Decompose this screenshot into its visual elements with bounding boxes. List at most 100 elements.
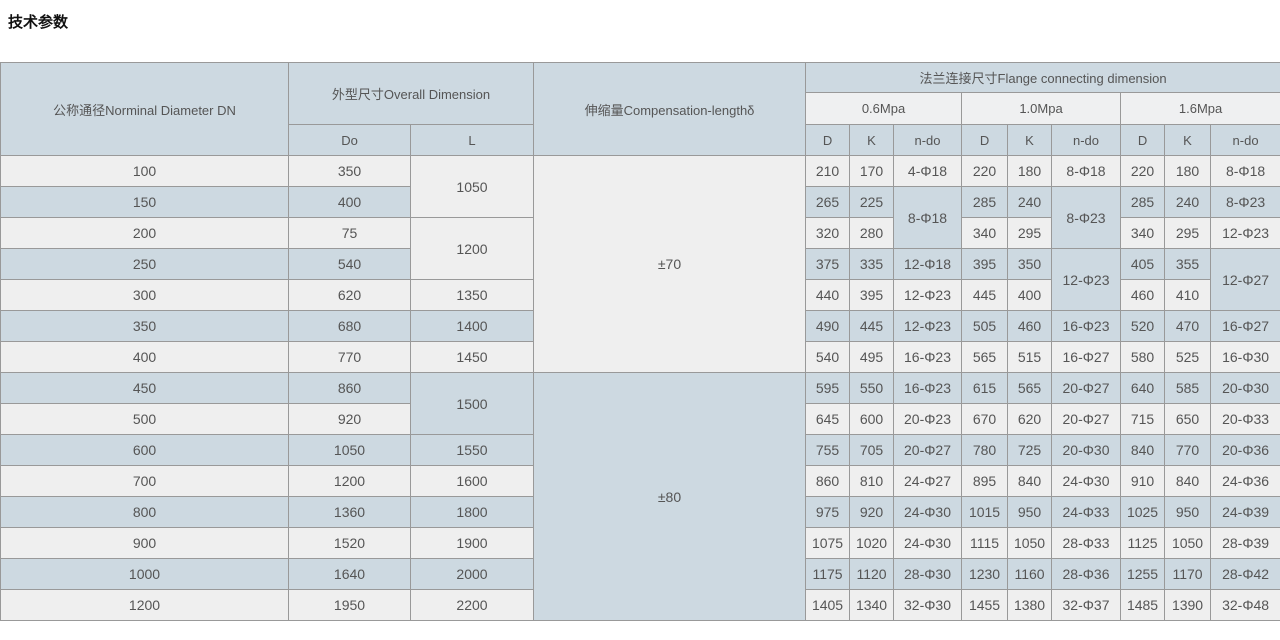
cell-ndo: 12-Φ23 bbox=[893, 279, 963, 311]
cell-ndo: 8-Φ18 bbox=[1051, 155, 1122, 187]
cell-l: 1400 bbox=[409, 310, 535, 342]
cell-k: 470 bbox=[1164, 310, 1212, 342]
cell-dn: 800 bbox=[0, 496, 289, 528]
cell-k: 1380 bbox=[1007, 589, 1053, 621]
table-row: 400 770 1450 540 495 16-Φ23 565 515 16-Φ… bbox=[0, 341, 1280, 373]
cell-k: 180 bbox=[1164, 155, 1212, 187]
cell-k: 240 bbox=[1164, 186, 1212, 218]
cell-d: 910 bbox=[1120, 465, 1166, 497]
cell-ndo: 24-Φ39 bbox=[1210, 496, 1280, 528]
cell-ndo: 12-Φ23 bbox=[1051, 248, 1122, 311]
cell-dn: 100 bbox=[0, 155, 289, 187]
header-ndo-16: n-do bbox=[1210, 124, 1280, 156]
table-row: 500 920 645 600 20-Φ23 670 620 20-Φ27 71… bbox=[0, 403, 1280, 435]
cell-ndo: 12-Φ18 bbox=[893, 248, 963, 280]
cell-ndo: 12-Φ23 bbox=[893, 310, 963, 342]
table-row: 1000 1640 2000 1175 1120 28-Φ30 1230 116… bbox=[0, 558, 1280, 590]
spec-table: 公称通径Norminal Diameter DN 外型尺寸Overall Dim… bbox=[0, 62, 1280, 621]
cell-k: 180 bbox=[1007, 155, 1053, 187]
cell-d: 780 bbox=[961, 434, 1009, 466]
cell-k: 170 bbox=[849, 155, 895, 187]
cell-d: 395 bbox=[961, 248, 1009, 280]
cell-d: 1230 bbox=[961, 558, 1009, 590]
cell-k: 725 bbox=[1007, 434, 1053, 466]
cell-ndo: 16-Φ27 bbox=[1051, 341, 1122, 373]
cell-k: 1050 bbox=[1164, 527, 1212, 559]
cell-d: 1125 bbox=[1120, 527, 1166, 559]
header-row-top: 公称通径Norminal Diameter DN 外型尺寸Overall Dim… bbox=[0, 62, 1280, 156]
cell-l: 1600 bbox=[409, 465, 535, 497]
cell-do: 680 bbox=[288, 310, 411, 342]
cell-do: 1950 bbox=[288, 589, 411, 621]
cell-d: 1115 bbox=[961, 527, 1009, 559]
cell-d: 220 bbox=[1120, 155, 1166, 187]
cell-l: 2200 bbox=[409, 589, 535, 621]
cell-l: 1200 bbox=[409, 217, 535, 280]
cell-d: 340 bbox=[961, 217, 1009, 249]
cell-ndo: 8-Φ23 bbox=[1210, 186, 1280, 218]
cell-d: 405 bbox=[1120, 248, 1166, 280]
cell-d: 265 bbox=[805, 186, 851, 218]
cell-compensation: ±70 bbox=[533, 155, 807, 373]
cell-d: 505 bbox=[961, 310, 1009, 342]
cell-ndo: 20-Φ30 bbox=[1210, 372, 1280, 404]
cell-d: 615 bbox=[961, 372, 1009, 404]
table-row: 300 620 1350 440 395 12-Φ23 445 400 460 … bbox=[0, 279, 1280, 311]
cell-k: 620 bbox=[1007, 403, 1053, 435]
cell-l: 1550 bbox=[409, 434, 535, 466]
cell-k: 1390 bbox=[1164, 589, 1212, 621]
cell-k: 225 bbox=[849, 186, 895, 218]
cell-k: 920 bbox=[849, 496, 895, 528]
header-compensation: 伸缩量Compensation-lengthδ bbox=[533, 62, 807, 156]
cell-dn: 500 bbox=[0, 403, 289, 435]
header-k-10: K bbox=[1007, 124, 1053, 156]
cell-ndo: 20-Φ30 bbox=[1051, 434, 1122, 466]
cell-k: 295 bbox=[1007, 217, 1053, 249]
cell-dn: 350 bbox=[0, 310, 289, 342]
cell-l: 1450 bbox=[409, 341, 535, 373]
cell-k: 705 bbox=[849, 434, 895, 466]
cell-l: 1800 bbox=[409, 496, 535, 528]
cell-dn: 400 bbox=[0, 341, 289, 373]
table-row: 350 680 1400 490 445 12-Φ23 505 460 16-Φ… bbox=[0, 310, 1280, 342]
cell-ndo: 8-Φ18 bbox=[1210, 155, 1280, 187]
header-ndo-06: n-do bbox=[893, 124, 963, 156]
cell-k: 565 bbox=[1007, 372, 1053, 404]
cell-ndo: 12-Φ23 bbox=[1210, 217, 1280, 249]
cell-ndo: 24-Φ30 bbox=[893, 527, 963, 559]
header-ndo-10: n-do bbox=[1051, 124, 1122, 156]
header-flange-dimension: 法兰连接尺寸Flange connecting dimension bbox=[805, 62, 1280, 93]
cell-ndo: 16-Φ30 bbox=[1210, 341, 1280, 373]
cell-ndo: 20-Φ27 bbox=[1051, 403, 1122, 435]
cell-dn: 1000 bbox=[0, 558, 289, 590]
cell-ndo: 8-Φ18 bbox=[893, 186, 963, 249]
cell-ndo: 4-Φ18 bbox=[893, 155, 963, 187]
cell-ndo: 8-Φ23 bbox=[1051, 186, 1122, 249]
header-06mpa: 0.6Mpa bbox=[805, 92, 963, 125]
cell-d: 285 bbox=[961, 186, 1009, 218]
cell-k: 950 bbox=[1164, 496, 1212, 528]
cell-d: 595 bbox=[805, 372, 851, 404]
header-do: Do bbox=[288, 124, 411, 156]
cell-k: 460 bbox=[1007, 310, 1053, 342]
cell-k: 770 bbox=[1164, 434, 1212, 466]
table-row: 200 75 1200 320 280 340 295 340 295 12-Φ… bbox=[0, 217, 1280, 280]
cell-k: 950 bbox=[1007, 496, 1053, 528]
cell-ndo: 16-Φ23 bbox=[893, 341, 963, 373]
table-row: 700 1200 1600 860 810 24-Φ27 895 840 24-… bbox=[0, 465, 1280, 497]
cell-d: 320 bbox=[805, 217, 851, 249]
cell-ndo: 20-Φ27 bbox=[1051, 372, 1122, 404]
cell-l: 1350 bbox=[409, 279, 535, 311]
cell-do: 1640 bbox=[288, 558, 411, 590]
cell-do: 860 bbox=[288, 372, 411, 404]
header-d-16: D bbox=[1120, 124, 1166, 156]
cell-k: 410 bbox=[1164, 279, 1212, 311]
cell-k: 355 bbox=[1164, 248, 1212, 280]
cell-d: 375 bbox=[805, 248, 851, 280]
cell-dn: 450 bbox=[0, 372, 289, 404]
header-row-sub: Do L D K n-do D K n-do D K n-do bbox=[1, 124, 1280, 156]
cell-l: 2000 bbox=[409, 558, 535, 590]
table-row: 800 1360 1800 975 920 24-Φ30 1015 950 24… bbox=[0, 496, 1280, 528]
cell-ndo: 28-Φ36 bbox=[1051, 558, 1122, 590]
cell-d: 1255 bbox=[1120, 558, 1166, 590]
